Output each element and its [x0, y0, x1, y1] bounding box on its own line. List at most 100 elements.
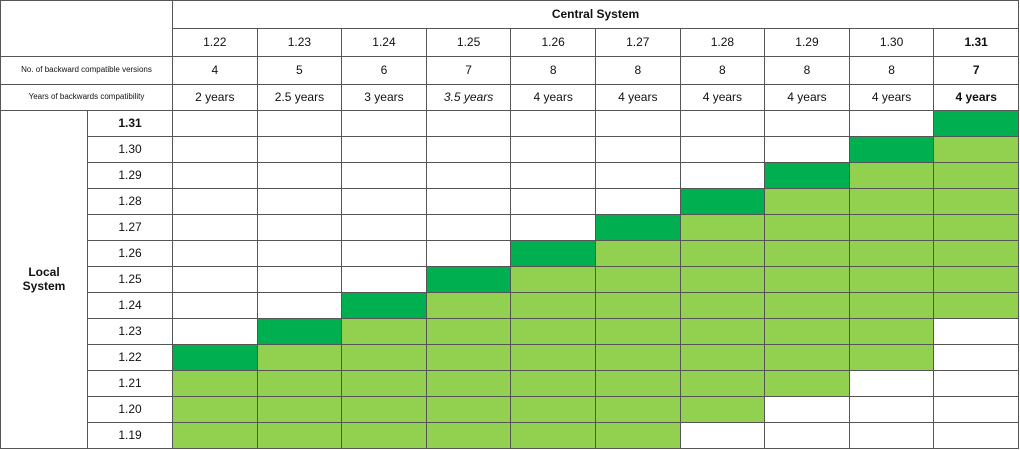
empty-cell: [764, 396, 850, 423]
central-version: 1.22: [172, 28, 258, 57]
local-version: 1.31: [87, 110, 173, 137]
compatible-cell: [425, 396, 512, 423]
compatible-cell: [848, 240, 935, 267]
empty-cell: [425, 162, 512, 189]
same-version-cell: [933, 110, 1019, 137]
compatible-cell: [510, 370, 596, 397]
empty-cell: [595, 188, 681, 215]
local-version: 1.20: [87, 396, 173, 423]
compatible-cell: [595, 318, 681, 345]
compatible-cell: [256, 396, 343, 423]
compatible-cell: [595, 292, 681, 319]
compatible-count: 8: [679, 56, 766, 85]
empty-cell: [933, 370, 1019, 397]
empty-cell: [172, 318, 258, 345]
empty-cell: [764, 136, 850, 163]
local-version: 1.22: [87, 344, 173, 371]
compatible-cell: [595, 240, 681, 267]
empty-cell: [933, 396, 1019, 423]
empty-cell: [341, 240, 427, 267]
compatible-cell: [595, 422, 681, 449]
empty-cell: [425, 110, 512, 137]
local-version: 1.28: [87, 188, 173, 215]
local-version: 1.26: [87, 240, 173, 267]
compatible-cell: [764, 370, 850, 397]
empty-cell: [679, 110, 766, 137]
compatible-cell: [848, 318, 935, 345]
compatible-cell: [764, 318, 850, 345]
empty-cell: [341, 110, 427, 137]
compatible-cell: [933, 188, 1019, 215]
compatible-cell: [764, 266, 850, 293]
empty-cell: [172, 110, 258, 137]
empty-cell: [425, 240, 512, 267]
empty-cell: [425, 214, 512, 241]
central-version: 1.29: [764, 28, 850, 57]
compatible-cell: [425, 292, 512, 319]
compatible-cell: [595, 266, 681, 293]
same-version-cell: [425, 266, 512, 293]
compatibility-years: 3 years: [341, 84, 427, 111]
compatible-cell: [764, 292, 850, 319]
central-version: 1.25: [425, 28, 512, 57]
compatible-cell: [510, 266, 596, 293]
local-version: 1.23: [87, 318, 173, 345]
empty-cell: [341, 188, 427, 215]
local-version: 1.19: [87, 422, 173, 449]
empty-cell: [172, 136, 258, 163]
empty-cell: [679, 162, 766, 189]
compatibility-years: 4 years: [848, 84, 935, 111]
compatible-cell: [764, 344, 850, 371]
compatible-cell: [341, 318, 427, 345]
compatible-cell: [425, 318, 512, 345]
compatible-count: 7: [933, 56, 1019, 85]
compatibility-years: 2.5 years: [256, 84, 343, 111]
empty-cell: [848, 422, 935, 449]
empty-cell: [256, 240, 343, 267]
compatible-cell: [933, 162, 1019, 189]
compatible-cell: [848, 162, 935, 189]
compatible-cell: [679, 292, 766, 319]
compatibility-years: 4 years: [764, 84, 850, 111]
central-title: Central System: [172, 0, 1019, 29]
compatible-cell: [172, 422, 258, 449]
compatible-cell: [933, 136, 1019, 163]
compatible-cell: [595, 370, 681, 397]
compatible-cell: [848, 214, 935, 241]
empty-cell: [256, 110, 343, 137]
compatible-cell: [595, 396, 681, 423]
row-label: Years of backwards compatibility: [0, 84, 173, 111]
empty-cell: [425, 136, 512, 163]
empty-cell: [256, 292, 343, 319]
local-version: 1.25: [87, 266, 173, 293]
compatible-cell: [933, 292, 1019, 319]
empty-cell: [679, 136, 766, 163]
empty-cell: [341, 214, 427, 241]
compatible-cell: [256, 344, 343, 371]
central-version: 1.28: [679, 28, 766, 57]
compatible-cell: [510, 422, 596, 449]
compatible-cell: [341, 344, 427, 371]
compatible-count: 7: [425, 56, 512, 85]
compatible-cell: [341, 370, 427, 397]
compatible-cell: [256, 370, 343, 397]
same-version-cell: [341, 292, 427, 319]
empty-cell: [256, 136, 343, 163]
empty-cell: [848, 396, 935, 423]
same-version-cell: [172, 344, 258, 371]
compatible-count: 8: [595, 56, 681, 85]
compatible-cell: [510, 344, 596, 371]
empty-cell: [595, 162, 681, 189]
central-version: 1.23: [256, 28, 343, 57]
empty-cell: [256, 188, 343, 215]
compatible-count: 4: [172, 56, 258, 85]
compatible-cell: [172, 396, 258, 423]
same-version-cell: [848, 136, 935, 163]
compatibility-years: 2 years: [172, 84, 258, 111]
empty-cell: [595, 110, 681, 137]
empty-cell: [341, 162, 427, 189]
compatible-cell: [679, 240, 766, 267]
compatible-cell: [256, 422, 343, 449]
empty-cell: [933, 344, 1019, 371]
